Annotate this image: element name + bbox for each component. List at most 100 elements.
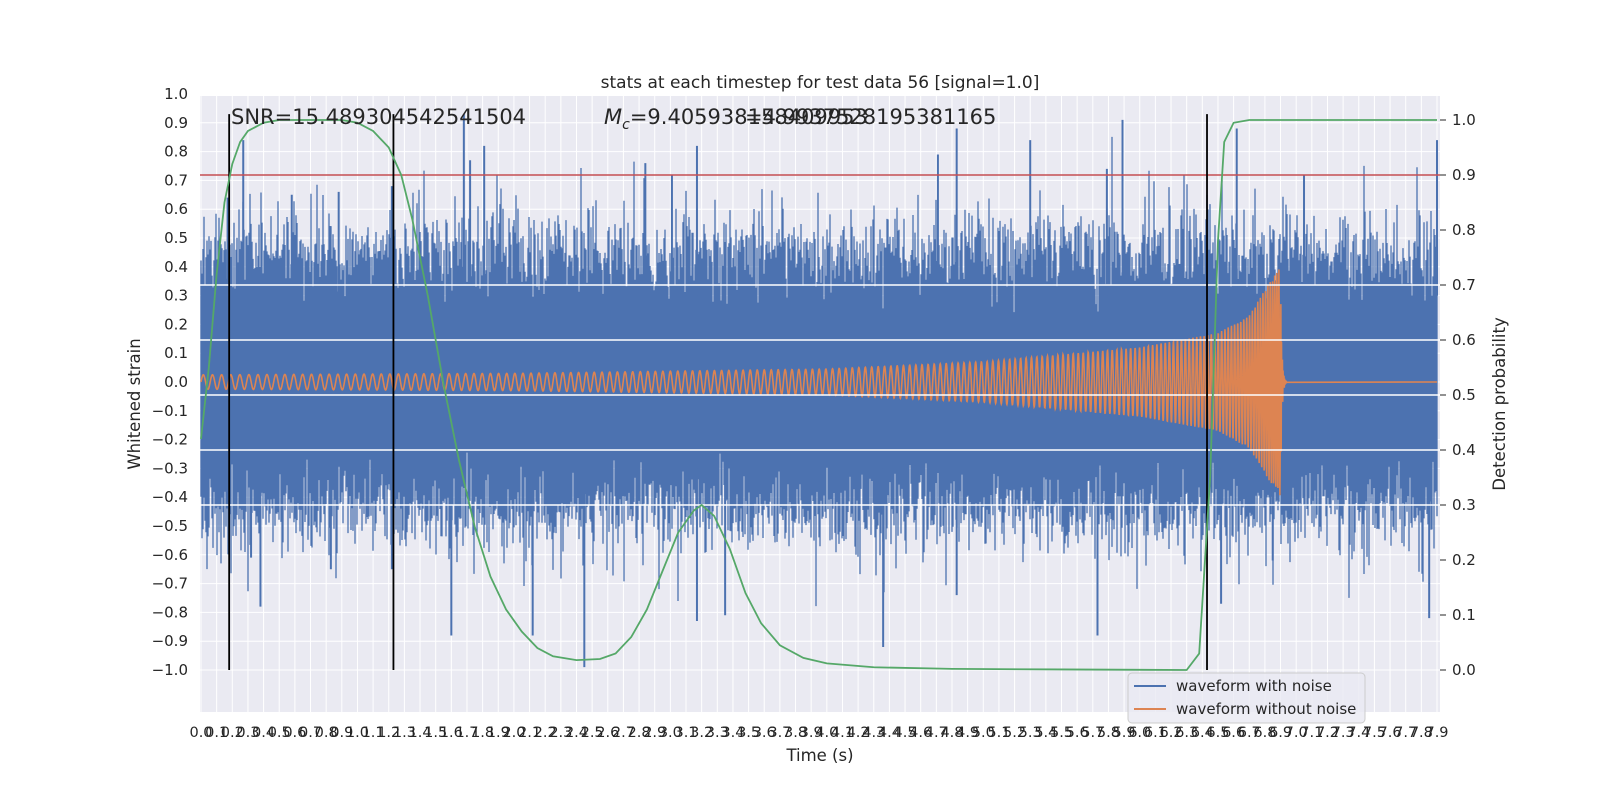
y-left-tick-label-8: −0.2 [152,431,188,449]
x-tick-label-60: 6.0 [1128,725,1151,741]
y-left-tick-label-11: 0.1 [164,344,188,362]
chart-title: stats at each timestep for test data 56 … [601,73,1040,93]
x-tick-label-48: 4.8 [940,725,963,741]
legend-label-waveform-with-noise: waveform with noise [1176,677,1332,695]
x-tick-label-45: 4.5 [894,725,917,741]
x-tick-label-73: 7.3 [1332,725,1355,741]
y-right-tick-labels: 0.0 0.1 0.2 0.3 0.4 0.5 0.6 0.7 0.8 0.9 1.0 [1440,111,1476,679]
x-tick-label-63: 6.3 [1175,725,1198,741]
legend-label-waveform-without-noise: waveform without noise [1176,700,1356,718]
x-tick-label-47: 4.7 [925,725,948,741]
x-tick-label-78: 7.8 [1410,725,1433,741]
chirp-line [200,269,1438,496]
x-tick-label-33: 3.3 [706,725,729,741]
y-left-tick-label-19: 0.9 [164,114,188,132]
x-tick-label-12: 1.2 [377,725,400,741]
x-tick-label-13: 1.3 [393,725,416,741]
x-tick-label-28: 2.8 [628,725,651,741]
x-tick-label-16: 1.6 [440,725,463,741]
vertical-lines [228,114,1208,670]
y-right-tick-label-9: 0.9 [1452,166,1476,184]
x-tick-label-69: 6.9 [1269,725,1292,741]
x-tick-label-7: 0.7 [299,725,322,741]
x-tick-label-77: 7.7 [1394,725,1417,741]
mc-symbol: M [604,105,622,129]
x-tick-label-15: 1.5 [424,725,447,741]
x-tick-label-67: 6.7 [1238,725,1261,741]
x-tick-label-22: 2.2 [534,725,557,741]
y-left-tick-label-3: −0.7 [152,575,188,593]
x-tick-label-31: 3.1 [674,725,697,741]
svg-text:Mc=9.405938158409953: Mc=9.405938158409953 [604,105,868,133]
snr-annotation: SNR=15.489304542541504 [231,105,526,129]
x-tick-label-24: 2.4 [565,725,588,741]
horizontal-lines [200,174,1440,506]
y-left-tick-label-7: −0.3 [152,459,188,477]
x-tick-label-37: 3.7 [768,725,791,741]
x-tick-label-18: 1.8 [471,725,494,741]
y-right-tick-label-3: 0.3 [1452,496,1476,514]
x-tick-label-65: 6.5 [1206,725,1229,741]
y-right-tick-label-0: 0.0 [1452,661,1476,679]
x-tick-label-30: 3.0 [659,725,682,741]
x-tick-label-29: 2.9 [643,725,666,741]
x-tick-label-50: 5.0 [972,725,995,741]
x-tick-label-51: 5.1 [987,725,1010,741]
x-tick-label-55: 5.5 [1050,725,1073,741]
y-left-tick-label-0: −1.0 [152,661,188,679]
x-tick-label-42: 4.2 [847,725,870,741]
x-tick-label-71: 7.1 [1300,725,1323,741]
x-tick-label-56: 5.6 [1066,725,1089,741]
x-tick-label-20: 2.0 [502,725,525,741]
x-tick-label-27: 2.7 [612,725,635,741]
x-tick-label-74: 7.4 [1347,725,1370,741]
x-tick-label-49: 4.9 [956,725,979,741]
x-tick-label-11: 1.1 [362,725,385,741]
y-axis-left-label: Whitened strain [125,338,144,469]
y-left-tick-label-9: −0.1 [152,402,188,420]
mc-annotation: Mc=9.405938158409953 =4.9937528195381165 [604,105,996,133]
x-tick-label-26: 2.6 [596,725,619,741]
y-left-tick-label-16: 0.6 [164,200,188,218]
x-tick-label-36: 3.6 [753,725,776,741]
x-tick-label-58: 5.8 [1097,725,1120,741]
x-tick-label-66: 6.6 [1222,725,1245,741]
x-tick-label-75: 7.5 [1363,725,1386,741]
x-tick-label-44: 4.4 [878,725,901,741]
series-detection-probability [200,119,1437,671]
x-tick-label-17: 1.7 [455,725,478,741]
y-axis-right-label: Detection probability [1490,317,1509,491]
x-tick-label-6: 0.6 [283,725,306,741]
x-tick-label-19: 1.9 [487,725,510,741]
legend-box [1127,672,1366,724]
x-tick-label-4: 0.4 [252,725,275,741]
probability-line [200,119,1437,671]
x-tick-label-76: 7.6 [1379,725,1402,741]
y-right-tick-label-5: 0.5 [1452,386,1476,404]
y-right-tick-label-7: 0.7 [1452,276,1476,294]
series-waveform-with-noise [200,114,1438,668]
x-tick-label-5: 0.5 [268,725,291,741]
x-tick-label-25: 2.5 [581,725,604,741]
x-tick-label-52: 5.2 [1003,725,1026,741]
x-tick-label-34: 3.4 [721,725,744,741]
y-left-tick-label-18: 0.8 [164,143,188,161]
y-left-tick-label-17: 0.7 [164,171,188,189]
y-left-tick-label-20: 1.0 [164,85,188,103]
x-tick-label-61: 6.1 [1144,725,1167,741]
x-tick-label-46: 4.6 [909,725,932,741]
x-tick-label-38: 3.8 [784,725,807,741]
x-tick-label-40: 4.0 [815,725,838,741]
y-left-tick-label-1: −0.9 [152,632,188,650]
y-right-tick-label-2: 0.2 [1452,551,1476,569]
legend: waveform with noise waveform without noi… [1127,672,1366,724]
x-axis-label: Time (s) [785,746,853,765]
y-left-tick-label-4: −0.6 [152,546,188,564]
y-right-tick-label-1: 0.1 [1452,606,1476,624]
x-tick-label-39: 3.9 [800,725,823,741]
series-waveform-without-noise [200,269,1438,496]
x-tick-label-9: 0.9 [330,725,353,741]
x-tick-label-64: 6.4 [1191,725,1214,741]
y-left-tick-label-15: 0.5 [164,229,188,247]
